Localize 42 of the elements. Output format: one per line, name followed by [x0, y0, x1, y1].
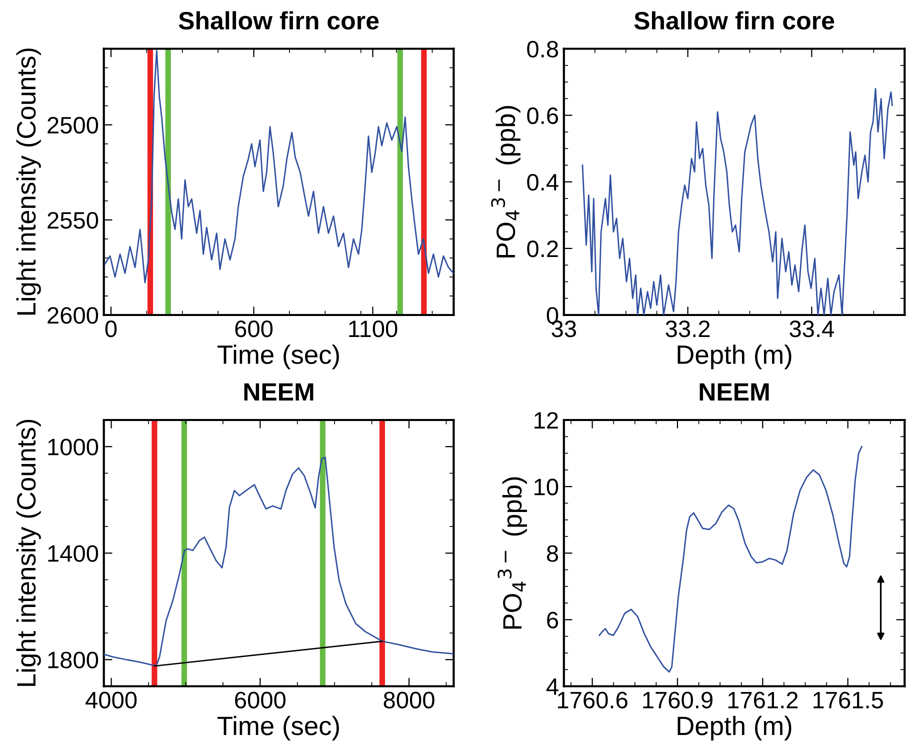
y-tick-label: 6	[547, 612, 558, 628]
line-series	[598, 446, 862, 673]
chart-title: NEEM	[700, 383, 769, 401]
y-tick-label: 10	[534, 478, 558, 496]
y-tick-label: 0.2	[527, 240, 558, 258]
y-tick-label: 2600	[48, 307, 98, 324]
y-axis-title: PO$_{4}$$^{3−}$ (ppb)	[491, 106, 520, 258]
x-tick-label: 1760.6	[558, 692, 628, 708]
x-axis-title: Depth (m)	[678, 716, 792, 740]
y-axis-title: Light intensity (Counts)	[16, 48, 41, 315]
y-tick-label: 2500	[48, 116, 98, 134]
x-tick-label: 33.4	[790, 320, 834, 338]
chart-title: NEEM	[244, 383, 314, 401]
y-tick-label: 0.8	[527, 40, 558, 58]
x-tick-label: 600	[235, 320, 273, 338]
chart-title: Shallow firn core	[634, 11, 834, 30]
y-tick-label: 0.4	[527, 174, 558, 191]
x-tick-label: 6000	[235, 692, 286, 708]
x-tick-label: 33.2	[666, 320, 710, 338]
x-axis-title: Time (sec)	[218, 344, 339, 370]
x-axis-title: Time (sec)	[218, 716, 339, 740]
y-tick-label: 1800	[48, 652, 98, 668]
line-series	[582, 88, 893, 315]
x-tick-label: 1100	[349, 320, 398, 338]
x-tick-label: 8000	[384, 692, 434, 708]
x-axis-title: Depth (m)	[678, 344, 792, 370]
y-tick-label: 8	[546, 545, 558, 562]
x-tick-label: 1761.2	[728, 692, 798, 708]
y-tick-label: 2550	[48, 212, 98, 229]
x-tick-label: 4000	[86, 692, 137, 708]
x-tick-label: 1760.9	[643, 692, 712, 708]
x-tick-label: 1761.5	[814, 692, 883, 708]
y-axis-title: Light intensity (Counts)	[16, 420, 41, 686]
y-tick-label: 1400	[48, 545, 98, 562]
line-series	[104, 456, 454, 667]
y-tick-label: 0.6	[527, 107, 558, 124]
y-tick-label: 4	[546, 678, 558, 695]
y-axis-title: PO$_{4}$$^{3−}$ (ppb)	[498, 477, 527, 629]
y-tick-label: 1000	[48, 438, 98, 456]
x-tick-label: 0	[105, 320, 117, 338]
y-tick-label: 12	[534, 412, 558, 429]
chart-title: Shallow firn core	[178, 11, 379, 30]
